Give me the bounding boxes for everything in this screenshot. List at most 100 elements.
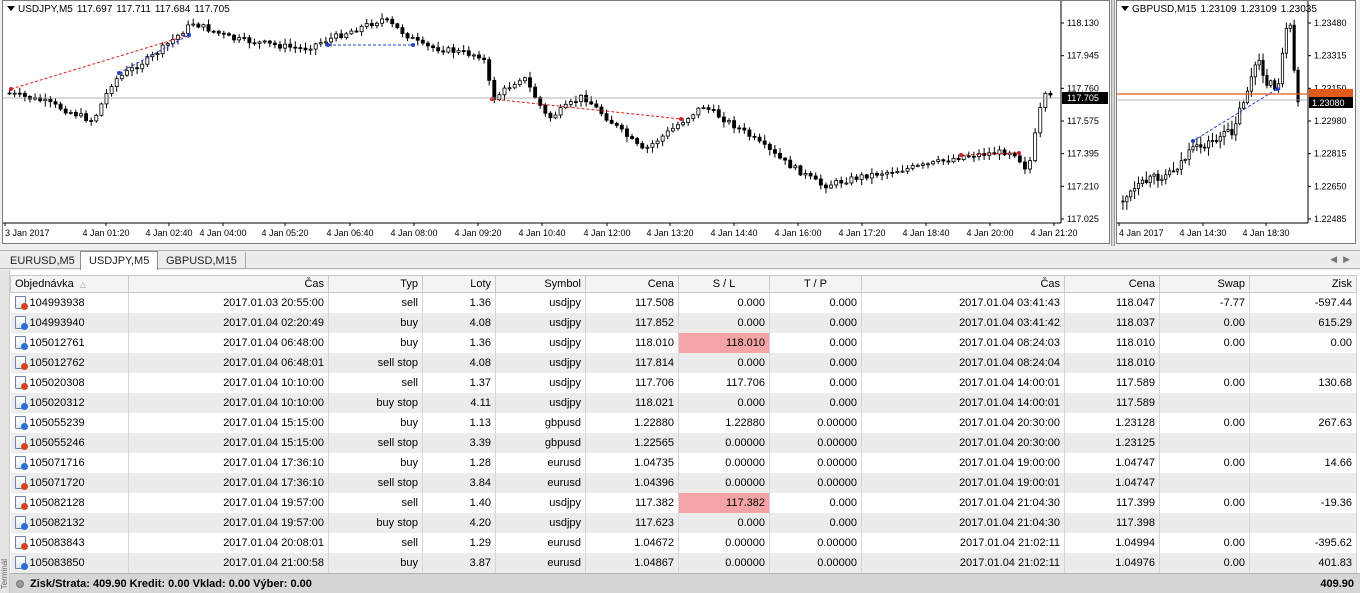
table-row[interactable]: 105071716 2017.01.04 17:36:10 buy 1.28 eurus… [10,452,1357,473]
bear-candle [966,155,971,158]
col-header-type[interactable]: Typ [328,275,423,293]
table-row[interactable]: 105082132 2017.01.04 19:57:00 buy stop 4.20… [10,512,1357,533]
cell-open-price: 1.04867 [585,552,679,573]
cell-lots: 4.08 [422,352,496,373]
sort-ascending-icon: △ [79,280,86,289]
cell-order-type: buy stop [328,512,423,533]
col-header-order[interactable]: Objednávka △ [10,275,129,293]
cell-swap [1159,512,1250,533]
bull-candle [237,37,242,41]
bear-candle [252,42,257,45]
tab-scroll-arrows[interactable]: ◀▶ [1330,254,1356,264]
table-row[interactable]: 104993940 2017.01.04 02:20:49 buy 4.08 usdjp… [10,312,1357,333]
chart-splitter[interactable] [1111,0,1115,246]
cell-order-type: buy [328,412,423,433]
time-label: 4 Jan 12:00 [583,228,630,238]
bear-candle [971,155,976,158]
col-header-time[interactable]: Čas [128,275,329,293]
table-row[interactable]: 105055246 2017.01.04 15:15:00 sell stop 3.3… [10,432,1357,453]
col-header-profit[interactable]: Zisk [1249,275,1357,293]
cell-order-id: 105020312 [10,392,129,413]
cell-order-id: 105083843 [10,532,129,553]
cell-order-id: 105071716 [10,452,129,473]
bear-candle [824,184,828,189]
bull-candle [803,173,808,176]
bull-candle [68,111,73,114]
table-row[interactable]: 105083850 2017.01.04 21:00:58 buy 3.87 eurus… [10,552,1357,573]
terminal-side-strip[interactable]: Terminál [0,270,10,593]
col-header-close-time[interactable]: Čas [861,275,1065,293]
tab-gbpusd[interactable]: GBPUSD,M15 [158,252,246,269]
bear-candle [614,122,619,126]
gbpusd-chart-window[interactable]: 1.23480 1.23315 1.23150 1.22980 1.22815 1.226… [1116,0,1356,244]
bull-candle [308,48,313,51]
bear-candle [492,79,497,100]
cell-take-profit: 0.000 [769,332,862,353]
cell-stop-loss: 1.22880 [678,412,770,433]
bear-candle [721,116,726,123]
usdjpy-chart-window[interactable]: 118.130 117.945 117.760 117.575 117.395 117.2… [2,0,1110,244]
cell-profit [1249,392,1357,413]
cell-stop-loss: 117.382 [678,492,770,513]
table-row[interactable]: 105082128 2017.01.04 19:57:00 sell 1.40 usdj… [10,492,1357,513]
cell-open-price: 118.021 [585,392,679,413]
bull-candle [1222,130,1226,138]
table-row[interactable]: 105012761 2017.01.04 06:48:00 buy 1.36 usdjp… [10,332,1357,353]
bear-candle [84,113,89,121]
tab-eurusd[interactable]: EURUSD,M5 [2,252,84,269]
cell-symbol: gbpusd [495,412,586,433]
trade-open-marker [490,97,494,101]
bull-candle [1249,76,1253,92]
cell-stop-loss: 0.00000 [678,472,770,493]
cell-close-time: 2017.01.04 03:41:43 [861,292,1065,313]
bull-candle [1210,140,1215,142]
chart-menu-icon[interactable] [7,6,15,11]
bear-candle [420,39,425,44]
col-header-lots[interactable]: Loty [422,275,496,293]
bull-candle [176,34,180,40]
table-row[interactable]: 105055239 2017.01.04 15:15:00 buy 1.13 gbpus… [10,412,1357,433]
time-label: 4 Jan 21:20 [1030,228,1077,238]
tab-usdjpy[interactable]: USDJPY,M5 [80,251,159,270]
bear-candle [538,97,543,106]
bull-candle [1218,136,1222,142]
bull-candle [1183,158,1187,161]
trade-close-marker [679,117,683,121]
account-history-panel: Terminál Objednávka △ Čas Typ Loty Symbol… [0,270,1360,593]
table-row[interactable]: 105071720 2017.01.04 17:36:10 sell stop 3.8… [10,472,1357,493]
bear-candle [339,33,344,39]
bear-candle [196,23,201,28]
col-header-symbol[interactable]: Symbol [495,275,586,293]
col-header-sl[interactable]: S / L [678,275,770,293]
col-header-close-price[interactable]: Cena [1064,275,1160,293]
usdjpy-chart-canvas[interactable]: 118.130 117.945 117.760 117.575 117.395 117.2… [3,1,1111,245]
bear-candle [405,33,410,39]
cell-lots: 1.40 [422,492,496,513]
bull-candle [905,167,910,172]
bull-candle [670,127,675,132]
gbpusd-chart-canvas[interactable]: 1.23480 1.23315 1.23150 1.22980 1.22815 1.226… [1117,1,1357,245]
table-row[interactable]: 105020312 2017.01.04 10:10:00 buy stop 4.11… [10,392,1357,413]
bear-candle [487,59,492,81]
history-summary-bar: Zisk/Strata: 409.90 Kredit: 0.00 Vklad: … [10,573,1360,593]
table-row[interactable]: 105083843 2017.01.04 20:08:01 sell 1.29 euru… [10,532,1357,553]
col-header-tp[interactable]: T / P [769,275,862,293]
bear-candle [813,175,818,180]
table-row[interactable]: 104993938 2017.01.03 20:55:00 sell 1.36 usdj… [10,292,1357,313]
trade-open-marker [1191,139,1195,143]
bear-candle [211,30,216,33]
bull-candle [12,92,17,95]
col-header-swap[interactable]: Swap [1159,275,1250,293]
col-header-price[interactable]: Cena [585,275,679,293]
table-row[interactable]: 105020308 2017.01.04 10:10:00 sell 1.37 usdj… [10,372,1357,393]
bear-candle [788,159,793,169]
bull-candle [1245,90,1250,104]
terminal-label: Terminál [0,558,9,589]
chart-title: GBPUSD,M15 1.23109 1.23109 1.23035 [1121,4,1321,15]
sell-order-icon [14,356,28,370]
table-row[interactable]: 105012762 2017.01.04 06:48:01 sell stop 4.0… [10,352,1357,373]
chart-menu-icon[interactable] [1121,6,1129,11]
bull-candle [1288,24,1292,29]
price-label: 1.22650 [1314,181,1347,191]
bull-candle [579,94,583,103]
